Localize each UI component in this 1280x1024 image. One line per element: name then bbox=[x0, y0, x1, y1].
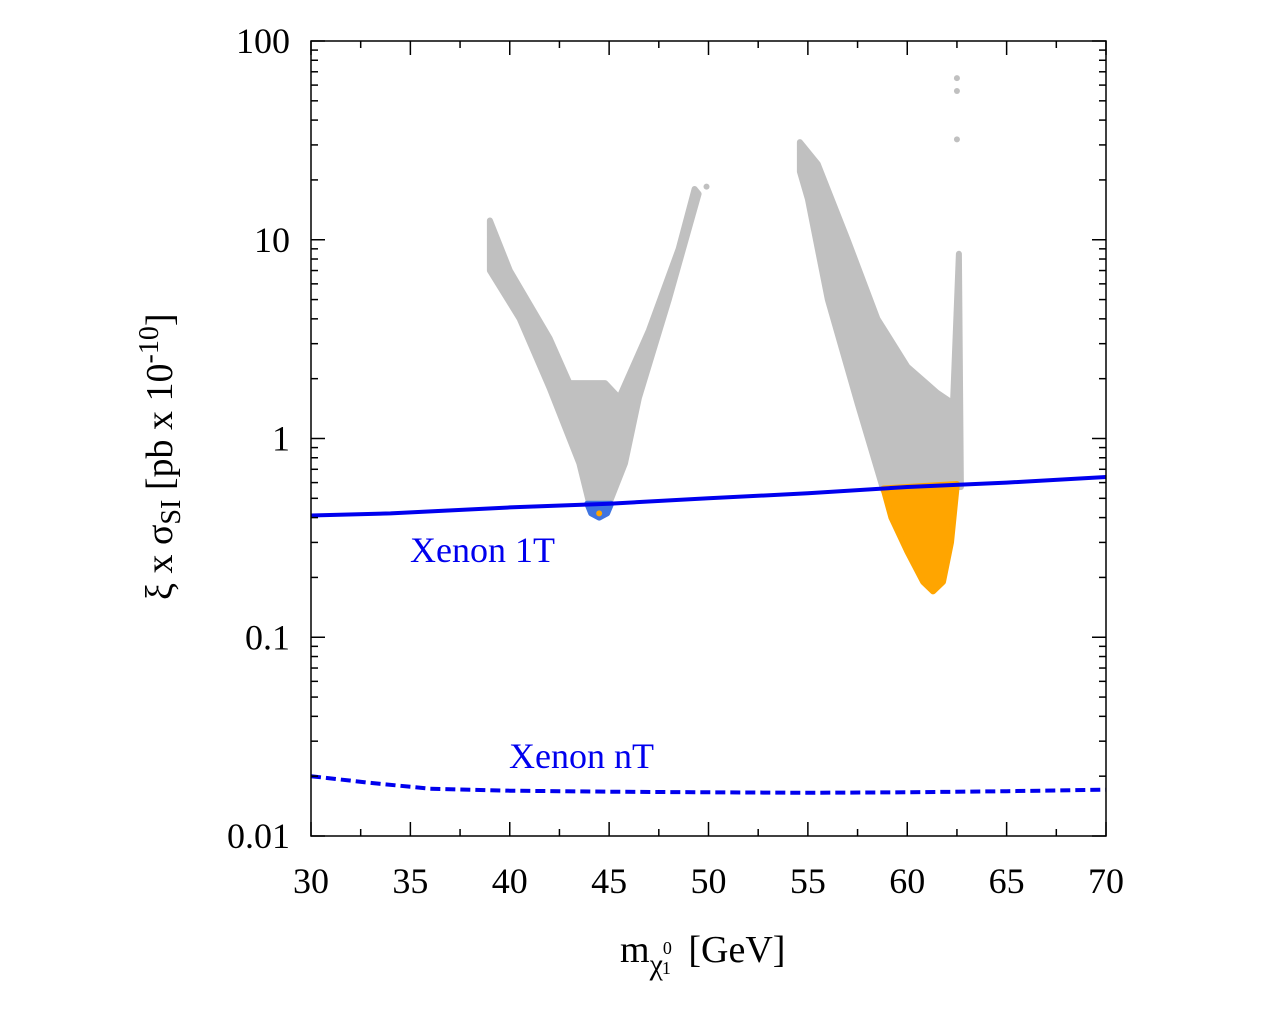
x-tick-label: 30 bbox=[293, 861, 329, 901]
scatter-region-1 bbox=[486, 186, 702, 507]
series-label-2: Xenon nT bbox=[509, 736, 654, 776]
y-tick-label: 0.1 bbox=[245, 617, 290, 657]
x-tick-label: 50 bbox=[691, 861, 727, 901]
y-axis-title: ξ x σSI [pb x 10-10] bbox=[134, 314, 187, 600]
x-axis-title: mχ0 1 [GeV] bbox=[620, 929, 785, 981]
x-tick-label: 45 bbox=[591, 861, 627, 901]
scatter-region-3 bbox=[796, 139, 964, 494]
series-label-1: Xenon 1T bbox=[410, 530, 555, 570]
x-tick-label: 60 bbox=[889, 861, 925, 901]
plot-frame bbox=[310, 40, 1107, 837]
scatter-region-4 bbox=[880, 481, 960, 595]
x-tick-label: 65 bbox=[989, 861, 1025, 901]
scatter-regions bbox=[486, 75, 964, 595]
y-tick-label: 100 bbox=[236, 21, 290, 61]
series-labels: Xenon 1T Xenon nT bbox=[410, 530, 654, 776]
x-tick-label: 35 bbox=[392, 861, 428, 901]
y-tick-label: 1 bbox=[272, 419, 290, 459]
limit-lines bbox=[310, 475, 1107, 795]
scatter-point-2 bbox=[953, 88, 960, 95]
scatter-point-4 bbox=[703, 183, 710, 190]
scatter-point-5 bbox=[596, 510, 603, 517]
x-tick-label: 55 bbox=[790, 861, 826, 901]
limit-line-2 bbox=[310, 774, 1107, 795]
y-tick-label: 0.01 bbox=[227, 816, 290, 856]
x-tick-label: 40 bbox=[492, 861, 528, 901]
x-tick-label: 70 bbox=[1088, 861, 1124, 901]
limit-line-1 bbox=[310, 475, 1107, 518]
scatter-point-1 bbox=[953, 75, 960, 82]
axis-ticks bbox=[310, 40, 1107, 837]
tick-labels: 30 35 40 45 50 55 60 65 70 0.01 0.1 1 10 100 bbox=[227, 21, 1124, 901]
scatter-point-3 bbox=[953, 136, 960, 143]
y-tick-label: 10 bbox=[254, 220, 290, 260]
